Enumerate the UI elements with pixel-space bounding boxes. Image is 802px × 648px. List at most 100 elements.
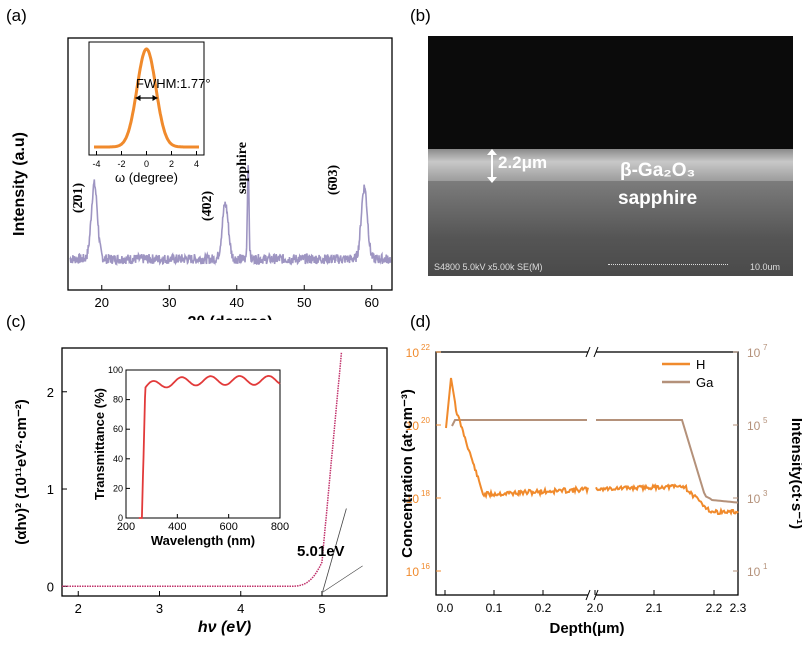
sem-film-label: β-Ga₂O₃: [620, 160, 696, 181]
sims-right-ylabel: Intensity(ct·s⁻¹): [788, 418, 802, 529]
sims-right-ytick-label: 10: [747, 565, 761, 579]
sem-scale-bar: [608, 258, 728, 265]
sem-info-text: S4800 5.0kV x5.00k SE(M): [434, 262, 543, 272]
xrd-xlabel: 2θ (degree): [187, 314, 272, 320]
xrd-inset-xtick-label: -4: [92, 159, 100, 169]
xrd-xtick-label: 20: [95, 295, 109, 310]
xrd-frame: [67, 37, 393, 291]
xrd-inset-xtick-label: 0: [144, 159, 149, 169]
tauc-fit-line: [322, 508, 347, 592]
xrd-chart: 20304050602θ (degree)Intensity (a.u)(2̄0…: [11, 37, 393, 320]
sims-left-ytick-exp: 16: [421, 562, 430, 571]
sims-axis-break-gap-top: [588, 348, 596, 356]
sims-left-ytick-label: 10: [406, 346, 420, 360]
tauc-series-line: [62, 351, 343, 588]
xrd-inset-curve: [94, 47, 199, 149]
sims-axis-break-gap: [588, 591, 596, 599]
tauc-frame: [61, 347, 388, 597]
sims-xtick-label: 2.1: [646, 601, 663, 615]
panel-label-d: (d): [410, 312, 431, 331]
xrd-inset-xtick-label: 2: [169, 159, 174, 169]
sem-arrow-top: [487, 149, 497, 155]
sem-substrate-label: sapphire: [618, 188, 698, 209]
sims-xlabel: Depth(μm): [550, 620, 625, 637]
sims-right-ytick-label: 10: [747, 346, 761, 360]
tauc-xtick-label: 2: [75, 601, 82, 616]
tauc-xtick-label: 4: [237, 601, 244, 616]
sem-image: 2.2μm β-Ga₂O₃ sapphire S4800 5.0kV x5.00…: [428, 36, 793, 276]
panel-label-c: (c): [6, 312, 26, 331]
tauc-inset-xtick-label: 800: [271, 521, 289, 533]
sims-series-ga: [451, 419, 587, 427]
sims-xtick-label: 0.1: [486, 601, 503, 615]
sem-scale-text: 10.0um: [750, 262, 781, 272]
sims-legend-label: H: [696, 357, 705, 372]
sims-xtick-label: 0.0: [437, 601, 454, 615]
sims-xtick-label: 2.0: [587, 601, 604, 615]
panel-label-a: (a): [6, 6, 27, 25]
sims-xtick-label: 0.2: [535, 601, 552, 615]
sims-left-ytick-exp: 22: [421, 343, 430, 352]
sims-axis-break-mark: [593, 346, 599, 358]
sims-right-ytick-exp: 7: [763, 343, 768, 352]
xrd-peak-label: sapphire: [235, 142, 250, 194]
tauc-inset-xlabel: Wavelength (nm): [151, 533, 255, 548]
sem-substrate-layer: [428, 181, 793, 276]
sims-left-ylabel: Concentration (at·cm⁻³): [400, 389, 416, 558]
sem-arrow-bottom: [487, 177, 497, 183]
sims-xtick-label: 2.3: [730, 601, 747, 615]
sem-film-layer: [428, 149, 793, 181]
fwhm-arrow-right: [152, 95, 158, 101]
xrd-xtick-label: 40: [230, 295, 244, 310]
tauc-inset-xtick-label: 600: [219, 521, 237, 533]
tauc-ytick-label: 2: [47, 385, 54, 400]
xrd-inset-xtick-label: -2: [117, 159, 125, 169]
sims-axis-break-mark: [585, 346, 591, 358]
tauc-inset-ylabel: Transmittance (%): [92, 388, 107, 500]
tauc-inset-curve: [138, 374, 281, 519]
tauc-xlabel: hν (eV): [198, 619, 251, 636]
tauc-inset-ytick-label: 40: [113, 454, 123, 464]
sims-xtick-label: 2.2: [706, 601, 723, 615]
sims-axis-break-mark: [585, 589, 591, 601]
xrd-series-line: [69, 165, 392, 267]
sims-series-h-right: [595, 483, 739, 516]
xrd-inset-xlabel: ω (degree): [115, 170, 178, 185]
bandgap-annotation: 5.01eV: [297, 543, 345, 560]
sims-left-ytick-label: 10: [406, 419, 420, 433]
tauc-inset-ytick-label: 60: [113, 424, 123, 434]
sims-axis-break-mark: [593, 589, 599, 601]
sims-frame: [435, 351, 739, 596]
panel-label-b: (b): [410, 6, 431, 25]
tauc-xtick-label: 3: [156, 601, 163, 616]
tauc-inset-ytick-label: 0: [118, 513, 123, 523]
xrd-peak-label: (6̄03): [326, 165, 341, 196]
xrd-xtick-label: 60: [365, 295, 379, 310]
sims-right-ytick-label: 10: [747, 492, 761, 506]
tauc-pointer-line: [322, 565, 363, 593]
sem-thickness-arrow: [491, 151, 493, 181]
tauc-inset-frame: [125, 369, 281, 519]
sims-series-h: [445, 377, 589, 500]
sem-thickness-label: 2.2μm: [498, 153, 548, 172]
xrd-ylabel: Intensity (a.u): [11, 132, 28, 236]
sims-right-ytick-label: 10: [747, 419, 761, 433]
tauc-ylabel: (αhν)² (10¹¹eV²·cm⁻²): [13, 399, 30, 544]
tauc-chart: 2 3 4 5 0 1 2 hν (eV) (αhν)² (10¹¹eV²·cm⁻²) 5.01e…: [13, 347, 388, 636]
sims-left-ytick-exp: 18: [421, 489, 430, 498]
sims-left-ytick-label: 10: [406, 565, 420, 579]
sims-left-ytick-label: 10: [406, 492, 420, 506]
xrd-xtick-label: 30: [162, 295, 176, 310]
tauc-inset-ytick-label: 100: [108, 365, 123, 375]
xrd-xtick-label: 50: [297, 295, 311, 310]
sims-left-ytick-exp: 20: [421, 416, 430, 425]
sims-right-ytick-exp: 3: [763, 489, 768, 498]
fwhm-arrow-left: [135, 95, 141, 101]
tauc-inset-ytick-label: 80: [113, 395, 123, 405]
xrd-peak-label: (2̄01): [71, 183, 86, 214]
xrd-inset-xtick-label: 4: [194, 159, 199, 169]
sims-legend-label: Ga: [696, 375, 714, 390]
tauc-inset-ytick-label: 20: [113, 483, 123, 493]
tauc-ytick-label: 1: [47, 482, 54, 497]
sims-series-ga-right: [596, 419, 739, 504]
